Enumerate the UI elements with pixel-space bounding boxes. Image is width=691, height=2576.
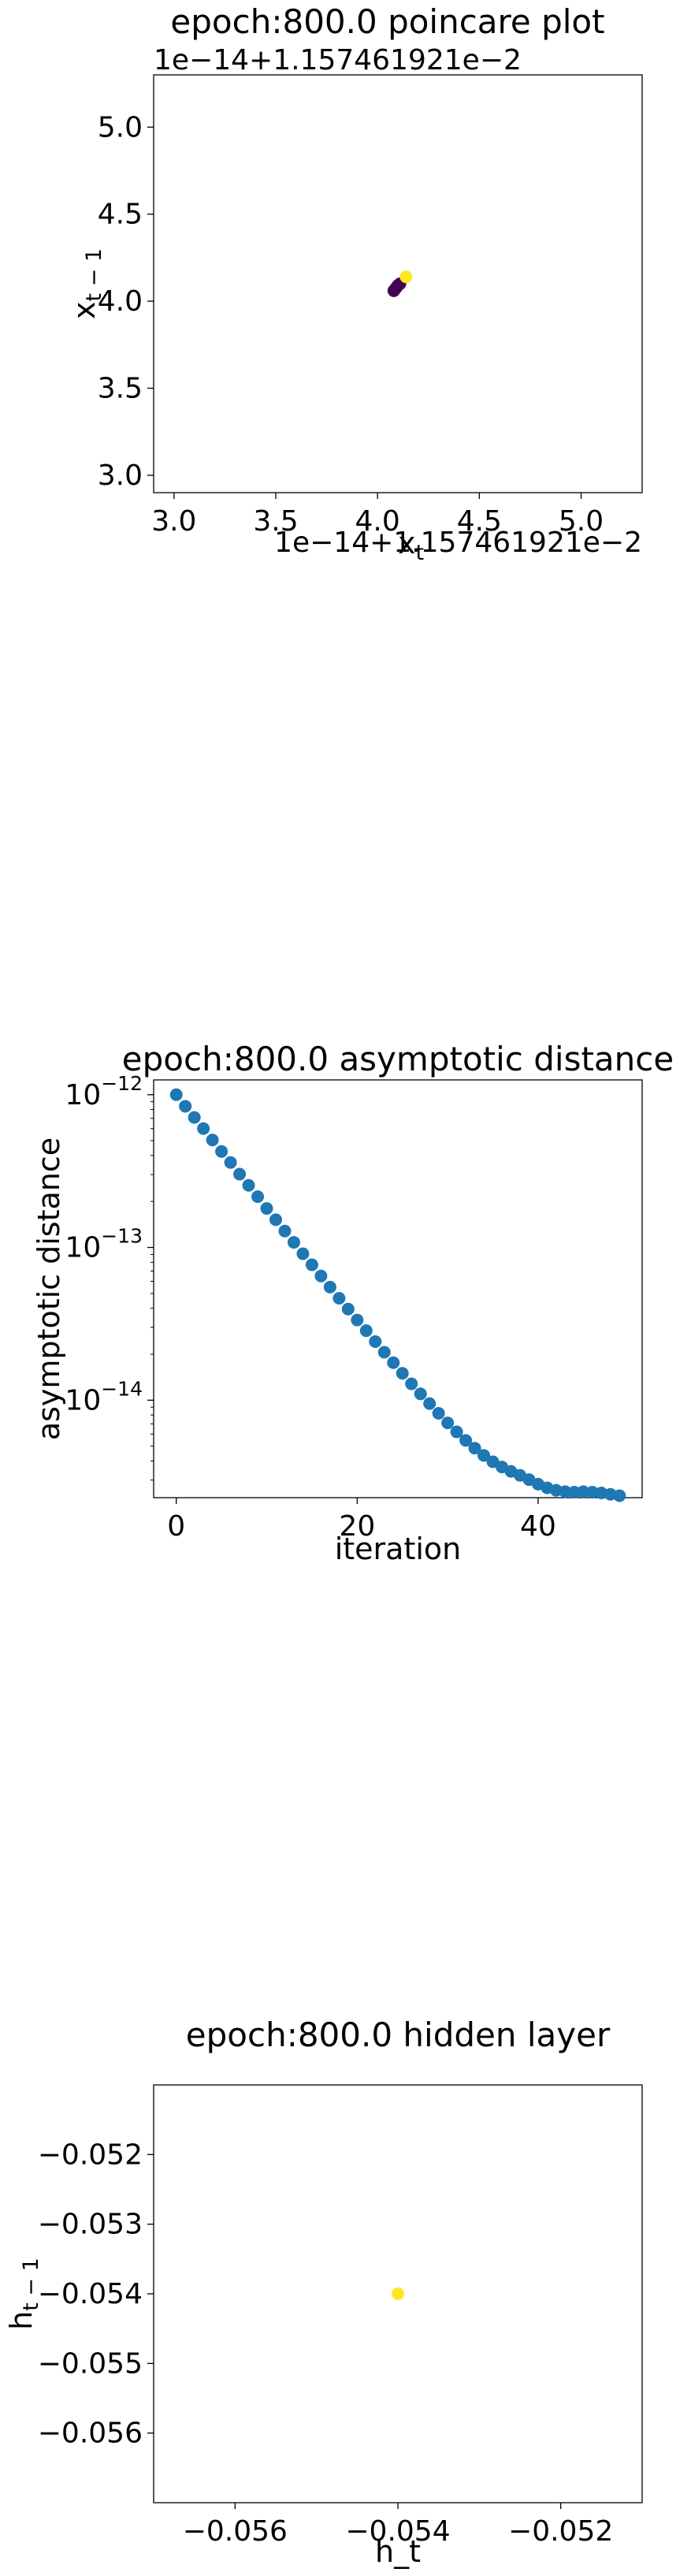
poincare-y-tick-label: 4.5 <box>98 199 143 231</box>
distance-point <box>197 1122 210 1135</box>
distance-point <box>423 1397 437 1410</box>
distance-point <box>233 1167 247 1181</box>
distance-point <box>477 1449 491 1462</box>
poincare-x-offset: 1e−14+1.157461921e−2 <box>274 527 642 559</box>
poincare-y-ticks: 3.0 3.5 4.0 4.5 5.0 <box>98 111 154 492</box>
distance-point <box>432 1407 445 1420</box>
distance-point <box>369 1335 382 1348</box>
distance-y-tick-label: 10−12 <box>65 1072 143 1111</box>
distance-point <box>341 1302 355 1316</box>
distance-title: epoch:800.0 asymptotic distance <box>122 1040 674 1078</box>
poincare-points <box>387 270 413 297</box>
distance-y-tick-exp: −12 <box>101 1072 143 1095</box>
hidden-point <box>392 2288 404 2300</box>
hidden-x-label: h_t <box>375 2534 421 2569</box>
distance-point <box>206 1134 219 1147</box>
poincare-y-offset: 1e−14+1.157461921e−2 <box>154 44 522 76</box>
hidden-points <box>392 2288 404 2300</box>
distance-point <box>332 1291 346 1305</box>
poincare-x-tick-label: 3.5 <box>253 505 298 538</box>
hidden-y-label: ht − 1 <box>4 2258 43 2330</box>
poincare-x-tick-label: 5.0 <box>559 505 604 538</box>
distance-y-tick-exp: −13 <box>101 1225 143 1248</box>
distance-x-tick-label: 0 <box>167 1510 185 1543</box>
distance-point <box>459 1434 473 1447</box>
distance-point <box>567 1485 581 1498</box>
poincare-x-tick-label: 4.5 <box>457 505 502 538</box>
hidden-chart: epoch:800.0 hidden layer −0.056 −0.054 −0.… <box>4 2016 643 2569</box>
hidden-y-tick-label: −0.055 <box>38 2347 143 2380</box>
hidden-x-ticks: −0.056 −0.054 −0.052 <box>183 2503 613 2548</box>
poincare-x-tick-label: 3.0 <box>151 505 196 538</box>
distance-y-tick-base: 10 <box>65 1384 101 1416</box>
distance-point <box>387 1356 400 1369</box>
poincare-y-tick-label: 4.0 <box>98 285 143 318</box>
distance-point <box>585 1485 599 1498</box>
distance-y-tick-base: 10 <box>65 1232 101 1264</box>
distance-point <box>179 1100 192 1113</box>
poincare-x-tick-label: 4.0 <box>355 505 400 538</box>
distance-point <box>188 1111 201 1124</box>
distance-point <box>224 1156 237 1169</box>
poincare-title: epoch:800.0 poincare plot <box>170 2 604 41</box>
poincare-y-tick-label: 5.0 <box>98 111 143 143</box>
distance-plot-frame <box>153 1079 643 1498</box>
distance-x-label: iteration <box>335 1532 462 1566</box>
poincare-chart: epoch:800.0 poincare plot 1e−14+1.157461… <box>67 2 643 565</box>
distance-point <box>169 1088 183 1101</box>
hidden-y-tick-label: −0.056 <box>38 2418 143 2450</box>
hidden-y-ticks: −0.052 −0.053 −0.054 −0.055 −0.056 <box>38 2139 154 2450</box>
distance-point <box>613 1489 626 1502</box>
distance-point <box>215 1145 228 1158</box>
distance-point <box>287 1236 300 1249</box>
distance-point <box>269 1213 282 1227</box>
distance-points <box>169 1088 626 1502</box>
hidden-x-tick-label: −0.052 <box>508 2515 613 2548</box>
distance-point <box>278 1224 292 1238</box>
distance-point <box>242 1178 255 1192</box>
distance-point <box>468 1442 481 1455</box>
poincare-x-ticks: 3.0 3.5 4.0 4.5 5.0 <box>151 493 604 538</box>
distance-y-tick-base: 10 <box>65 1079 101 1111</box>
distance-y-label: asymptotic distance <box>32 1137 66 1440</box>
hidden-x-tick-label: −0.054 <box>345 2515 450 2548</box>
distance-point <box>450 1425 463 1439</box>
distance-point <box>441 1416 455 1430</box>
hidden-x-tick-label: −0.056 <box>183 2515 288 2548</box>
distance-point <box>260 1202 273 1215</box>
hidden-y-tick-label: −0.053 <box>38 2209 143 2241</box>
distance-point <box>405 1377 418 1390</box>
poincare-y-label: xt − 1 <box>67 248 106 319</box>
distance-point <box>305 1258 318 1271</box>
poincare-y-tick-label: 3.0 <box>98 460 143 492</box>
distance-point <box>251 1190 265 1204</box>
distance-x-tick-label: 20 <box>339 1510 375 1543</box>
distance-point <box>577 1485 590 1498</box>
hidden-title: epoch:800.0 hidden layer <box>186 2016 611 2054</box>
distance-y-tick-label: 10−13 <box>65 1225 143 1264</box>
distance-point <box>559 1485 572 1498</box>
distance-point <box>323 1280 336 1294</box>
distance-point <box>359 1324 373 1338</box>
distance-chart: epoch:800.0 asymptotic distance 0 20 40 10… <box>32 1040 674 1566</box>
distance-x-ticks: 0 20 40 <box>167 1498 556 1543</box>
distance-point <box>414 1387 427 1401</box>
poincare-y-tick-label: 3.5 <box>98 373 143 405</box>
distance-x-tick-label: 40 <box>520 1510 556 1543</box>
distance-y-tick-exp: −14 <box>101 1377 143 1400</box>
distance-point <box>314 1269 328 1282</box>
distance-y-tick-label: 10−14 <box>65 1377 143 1416</box>
distance-point <box>396 1367 409 1380</box>
poincare-point <box>399 270 413 284</box>
hidden-y-tick-label: −0.052 <box>38 2139 143 2171</box>
distance-point <box>377 1346 391 1359</box>
distance-point <box>296 1247 310 1260</box>
hidden-y-tick-label: −0.054 <box>38 2278 143 2310</box>
distance-point <box>351 1313 364 1327</box>
